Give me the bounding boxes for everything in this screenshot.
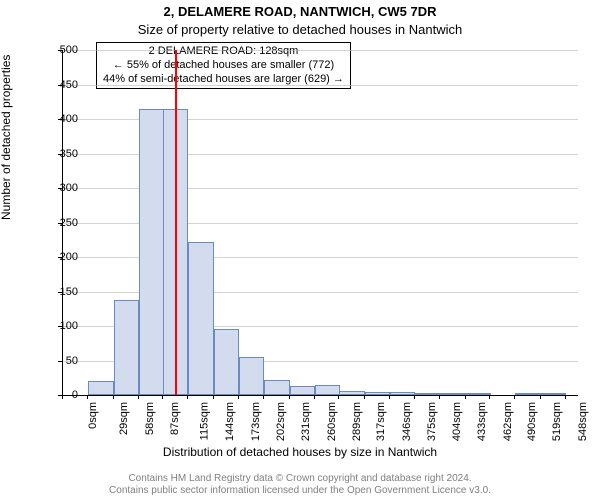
x-tick-label: 289sqm <box>351 402 363 441</box>
histogram-bar <box>415 393 440 395</box>
x-tick-label: 260sqm <box>326 402 338 441</box>
y-tick-mark <box>58 85 62 86</box>
x-tick-mark <box>162 395 163 399</box>
x-tick-mark <box>113 395 114 399</box>
y-tick-mark <box>58 223 62 224</box>
x-tick-mark <box>289 395 290 399</box>
x-tick-mark <box>540 395 541 399</box>
histogram-plot-area <box>62 50 578 396</box>
x-tick-label: 173sqm <box>250 402 262 441</box>
x-tick-label: 375sqm <box>426 402 438 441</box>
histogram-bar <box>264 380 289 395</box>
x-tick-label: 404sqm <box>451 402 463 441</box>
histogram-bar <box>88 381 113 395</box>
x-tick-mark <box>364 395 365 399</box>
x-tick-mark <box>439 395 440 399</box>
histogram-bar <box>515 393 540 395</box>
x-tick-label: 87sqm <box>169 402 181 435</box>
x-tick-label: 317sqm <box>375 402 387 441</box>
x-tick-mark <box>238 395 239 399</box>
x-tick-label: 144sqm <box>225 402 237 441</box>
y-tick-mark <box>58 361 62 362</box>
x-tick-label: 462sqm <box>502 402 514 441</box>
histogram-bar <box>114 300 139 395</box>
histogram-bar <box>290 386 315 395</box>
gridline <box>63 85 578 86</box>
histogram-bar <box>390 392 415 395</box>
gridline <box>63 50 578 51</box>
x-tick-mark <box>138 395 139 399</box>
x-tick-mark <box>213 395 214 399</box>
y-tick-mark <box>58 257 62 258</box>
x-tick-mark <box>465 395 466 399</box>
histogram-bar <box>365 392 390 395</box>
x-tick-label: 202sqm <box>275 402 287 441</box>
x-tick-mark <box>514 395 515 399</box>
y-tick-mark <box>58 119 62 120</box>
histogram-bar <box>139 109 164 395</box>
x-tick-mark <box>314 395 315 399</box>
x-tick-label: 346sqm <box>401 402 413 441</box>
x-tick-mark <box>187 395 188 399</box>
x-axis-label: Distribution of detached houses by size … <box>0 445 600 459</box>
page-title-address: 2, DELAMERE ROAD, NANTWICH, CW5 7DR <box>0 4 600 19</box>
x-tick-label: 115sqm <box>199 402 211 440</box>
x-tick-mark <box>87 395 88 399</box>
x-tick-label: 29sqm <box>118 402 130 435</box>
footer-line-1: Contains HM Land Registry data © Crown c… <box>0 473 600 485</box>
x-tick-label: 0sqm <box>87 402 99 429</box>
x-tick-mark <box>338 395 339 399</box>
y-tick-mark <box>58 154 62 155</box>
attribution-footer: Contains HM Land Registry data © Crown c… <box>0 473 600 497</box>
x-tick-mark <box>389 395 390 399</box>
histogram-bar <box>214 329 239 395</box>
histogram-bar <box>315 385 340 395</box>
x-tick-label: 490sqm <box>526 402 538 441</box>
page-subtitle: Size of property relative to detached ho… <box>0 22 600 37</box>
histogram-bar <box>541 393 566 395</box>
x-tick-label: 548sqm <box>577 402 589 441</box>
x-tick-mark <box>565 395 566 399</box>
property-marker-line <box>175 50 177 395</box>
x-tick-mark <box>62 395 63 399</box>
x-tick-mark <box>489 395 490 399</box>
y-tick-mark <box>58 326 62 327</box>
x-tick-label: 519sqm <box>551 402 563 441</box>
histogram-bar <box>339 391 364 395</box>
x-tick-label: 231sqm <box>300 402 312 441</box>
x-tick-mark <box>414 395 415 399</box>
histogram-bar <box>440 393 465 395</box>
x-tick-label: 58sqm <box>144 402 156 435</box>
y-tick-mark <box>58 188 62 189</box>
y-axis-label: Number of detached properties <box>0 55 13 220</box>
y-tick-mark <box>58 292 62 293</box>
footer-line-2: Contains public sector information licen… <box>0 485 600 497</box>
histogram-bar <box>239 357 264 395</box>
x-tick-mark <box>263 395 264 399</box>
x-tick-label: 433sqm <box>476 402 488 441</box>
histogram-bar <box>188 242 213 395</box>
y-tick-mark <box>58 50 62 51</box>
histogram-bar <box>466 393 491 395</box>
